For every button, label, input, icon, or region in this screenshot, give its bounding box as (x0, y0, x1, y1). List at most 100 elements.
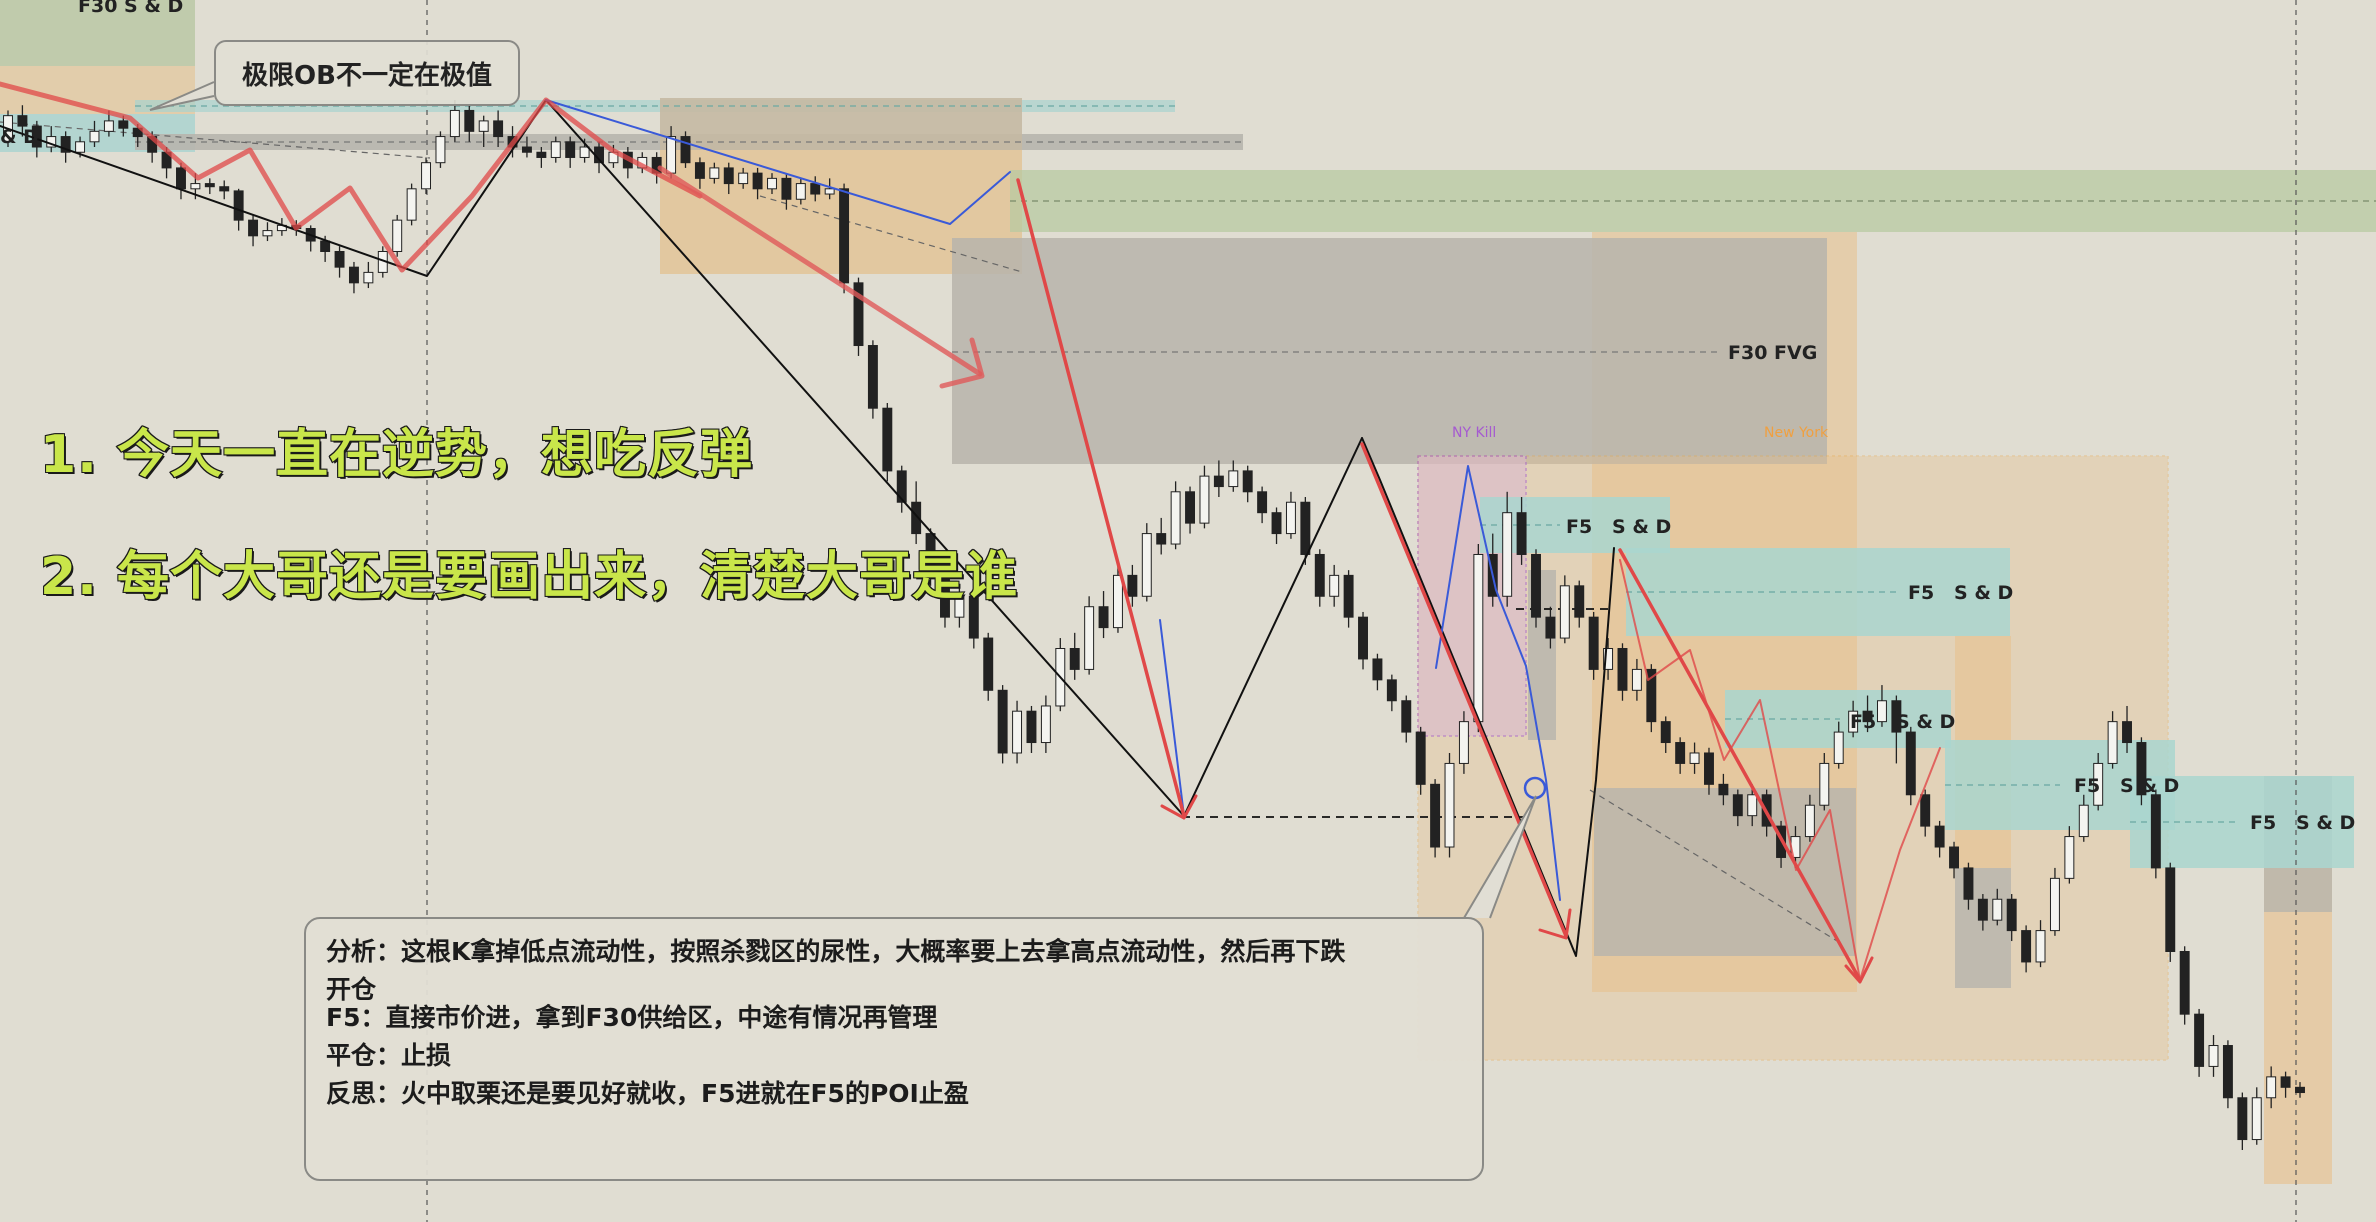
candle-body (2006, 898, 2017, 932)
black-structure-line-2 (1361, 437, 1615, 957)
candle-body (334, 250, 345, 268)
candle-body (2251, 1097, 2262, 1141)
candle-body (1819, 762, 1830, 806)
candle-body (493, 120, 504, 138)
candle-body (1905, 731, 1916, 796)
candle-body (1559, 585, 1570, 639)
arrow-head-low-1 (1160, 794, 1198, 820)
candle-body (1603, 648, 1614, 670)
candle-body (2021, 930, 2032, 963)
candle-body (1257, 491, 1268, 514)
candle-body (1415, 731, 1426, 785)
candle-body (2179, 950, 2190, 1015)
candle-body (1098, 606, 1109, 629)
candle-body (1848, 710, 1859, 733)
candle-body (2049, 877, 2060, 932)
candle-body (1430, 783, 1441, 848)
candle-body (2222, 1045, 2233, 1099)
zone-label-f30-sd: F30 S & D (78, 0, 183, 17)
note-line-reflection: 反思：火中取栗还是要见好就收，F5进就在F5的POI止盈 (326, 1079, 969, 1108)
candle-body (968, 595, 979, 639)
blue-line-3 (1435, 465, 1561, 901)
candle-body (1228, 470, 1239, 488)
candle-body (449, 109, 460, 138)
zone-labels: F30 S & D & D F30 FVG F5 S & D F5 S & D … (0, 0, 2355, 834)
candle-body (2107, 721, 2118, 764)
candle-body (911, 501, 922, 535)
candle-body (348, 266, 359, 284)
red-trend-line-3 (1360, 442, 1568, 938)
candle-body (60, 136, 71, 153)
candle-body (1343, 574, 1354, 618)
zone-orange-far-right (2264, 868, 2332, 1184)
candle-body (1285, 501, 1296, 535)
candle-body (1574, 585, 1585, 618)
candle-body (204, 183, 215, 188)
zone-label-f5-sd-2: F5 S & D (1908, 582, 2013, 604)
candle-body (1185, 491, 1196, 524)
zone-f30-sd-top-left (0, 0, 195, 66)
candle-body (680, 136, 691, 164)
candle-body (1949, 846, 1960, 869)
candle-body (176, 167, 186, 190)
candle-body (478, 120, 489, 132)
candle-body (1242, 470, 1253, 493)
candle-body (1084, 606, 1095, 670)
candle-body (2280, 1076, 2291, 1088)
blue-line-1 (545, 99, 1011, 225)
candle-body (1386, 679, 1397, 702)
candle-body (2295, 1086, 2305, 1094)
candle-body (1329, 574, 1340, 597)
candle-body (2194, 1013, 2205, 1067)
candle-body (1920, 794, 1931, 827)
candle-body (1675, 742, 1686, 764)
candle-body (1199, 475, 1210, 524)
candle-body (1040, 705, 1051, 744)
candle-body (521, 146, 532, 153)
headline-1: 1. 今天一直在逆势，想吃反弹 (39, 424, 754, 486)
candle-body (1617, 648, 1628, 691)
candle-body (565, 141, 576, 158)
note-line-f5: F5：直接市价进，拿到F30供给区，中途有情况再管理 (326, 1003, 938, 1032)
candle-body (1646, 668, 1657, 723)
note-line-close: 平仓：止损 (326, 1041, 452, 1070)
candle-body (925, 533, 936, 576)
candle-body (940, 574, 950, 618)
zone-label-f5-sd-5: F5 S & D (2250, 812, 2355, 834)
zone-label-f5-sd-1: F5 S & D (1566, 516, 1671, 538)
candle-body (839, 188, 850, 284)
candle-body (1170, 491, 1181, 545)
candle-body (1358, 616, 1368, 660)
candle-body (1963, 867, 1974, 900)
candle-body (406, 188, 417, 221)
arrow-head-low-2 (1538, 908, 1572, 940)
candle-body (767, 177, 777, 190)
candle-body (1862, 710, 1873, 723)
candle-body (1069, 648, 1080, 670)
candle-body (392, 219, 403, 252)
red-trend-line-1 (0, 81, 703, 273)
candle-body (1314, 553, 1325, 597)
candle-body (233, 190, 244, 221)
candle-body (795, 183, 806, 200)
candle-body (421, 162, 432, 190)
diagonal-dashed-mid (759, 195, 1023, 273)
candle-body (1300, 501, 1311, 555)
candle-body (1689, 752, 1700, 764)
blue-line-2 (1159, 619, 1185, 817)
session-label-new-york: New York (1764, 425, 1829, 441)
candle-body (1271, 512, 1282, 535)
candle-body (2266, 1076, 2277, 1099)
candle-body (2122, 721, 2132, 744)
candle-body (1531, 553, 1541, 618)
candle-body (1660, 721, 1671, 744)
candle-body (248, 219, 259, 237)
candle-body (1127, 574, 1138, 597)
candle-body (190, 183, 201, 190)
candle-body (983, 637, 994, 691)
diagonal-dashed-left (0, 121, 431, 159)
callout-pointer (149, 81, 215, 111)
candle-body (2150, 794, 2161, 869)
candle-body (824, 188, 835, 195)
